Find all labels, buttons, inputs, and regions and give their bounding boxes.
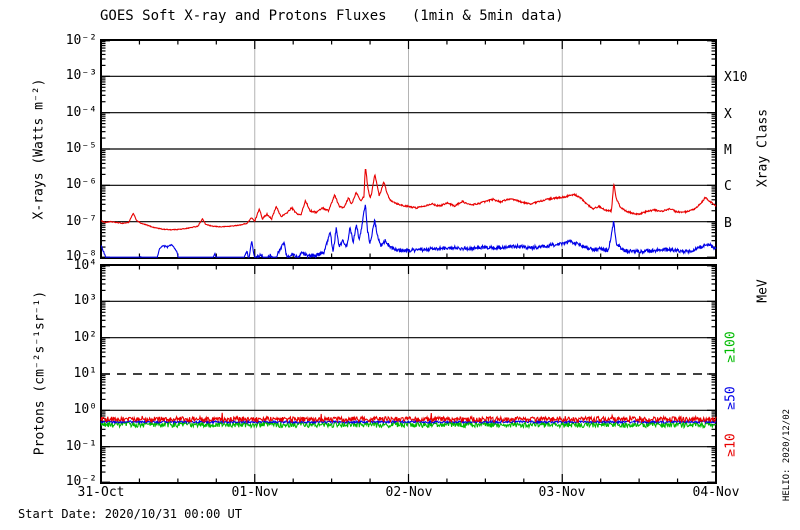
credit-label: HELIO: 2020/12/02 xyxy=(782,408,792,502)
chart-title: GOES Soft X-ray and Protons Fluxes (1min… xyxy=(100,8,564,24)
series-protons-ge50-blue xyxy=(100,418,717,425)
series-xray-short-blue xyxy=(100,204,717,260)
series-xray-long-red xyxy=(100,169,717,231)
xray-class-label: M xyxy=(724,143,732,158)
protons-ytick-label: 10³ xyxy=(73,293,97,308)
xray-panel xyxy=(100,39,717,260)
protons-ytick-label: 10⁻¹ xyxy=(65,439,97,454)
xray-ytick-label: 10⁻⁸ xyxy=(65,249,97,264)
mev-axis-title: MeV xyxy=(755,279,771,303)
protons-ytick-label: 10² xyxy=(73,330,97,345)
xray-class-label: B xyxy=(724,216,732,231)
date-tick-label: 01-Nov xyxy=(231,485,279,500)
xray-ytick-label: 10⁻³ xyxy=(65,68,97,83)
xray-ytick-label: 10⁻⁷ xyxy=(65,214,97,229)
xray-ytick-label: 10⁻⁵ xyxy=(65,141,97,156)
xray-ytick-label: 10⁻⁴ xyxy=(65,105,97,120)
proton-legend-ge50: ≥50 xyxy=(723,386,739,410)
xray-class-axis-title: Xray Class xyxy=(755,108,771,188)
date-tick-label: 02-Nov xyxy=(385,485,433,500)
protons-ytick-label: 10⁻² xyxy=(65,474,97,489)
protons-ytick-label: 10⁰ xyxy=(73,402,97,417)
protons-ytick-label: 10¹ xyxy=(73,366,97,381)
series-protons-ge10-red xyxy=(100,412,717,424)
start-date-label: Start Date: 2020/10/31 00:00 UT xyxy=(18,507,242,521)
protons-ytick-label: 10⁴ xyxy=(73,258,97,273)
xray-class-label: C xyxy=(724,179,732,194)
date-tick-label: 04-Nov xyxy=(692,485,740,500)
date-tick-label: 31-Oct xyxy=(77,485,125,500)
xray-class-label: X xyxy=(724,107,732,122)
protons-panel xyxy=(100,264,717,484)
xray-class-label: X10 xyxy=(724,70,748,85)
proton-legend-ge10: ≥10 xyxy=(723,433,739,457)
proton-legend-ge100: ≥100 xyxy=(723,331,739,363)
date-tick-label: 03-Nov xyxy=(538,485,586,500)
xray-ytick-label: 10⁻⁶ xyxy=(65,177,97,192)
xray-ytick-label: 10⁻² xyxy=(65,33,97,48)
